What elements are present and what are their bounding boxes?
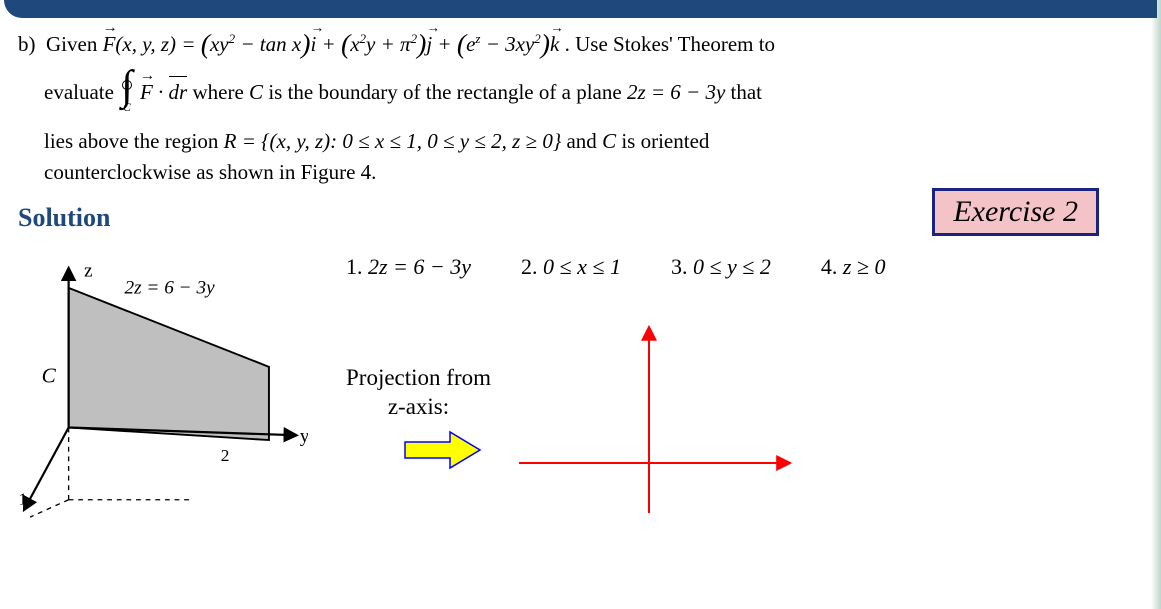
- y-label: y: [300, 426, 308, 447]
- orient-text: is oriented: [616, 129, 709, 153]
- problem-statement: b) Given F(x, y, z) = (xy2 − tan x)i + (…: [18, 24, 1143, 187]
- equals: =: [176, 32, 201, 56]
- solution-body: z y 1 C 2z = 6 − 3y 2 1. 2z = 6 − 3y 2. …: [18, 251, 1143, 523]
- t2a: x: [350, 32, 359, 56]
- t1a: xy: [210, 32, 229, 56]
- y-tick: 2: [221, 446, 230, 465]
- vector-F2: F: [140, 77, 153, 107]
- dot: ·: [153, 80, 169, 104]
- red-axes: [509, 313, 809, 523]
- exercise-badge: Exercise 2: [932, 188, 1099, 236]
- x-tick: 1: [19, 489, 28, 508]
- t2b: y + π: [366, 32, 411, 56]
- t3b: − 3xy: [480, 32, 534, 56]
- t1b: − tan x: [235, 32, 301, 56]
- boundary-text: is the boundary of the rectangle of a pl…: [263, 80, 627, 104]
- plane-eq: 2z = 6 − 3y: [627, 80, 725, 104]
- cond-4: 4. z ≥ 0: [821, 251, 886, 283]
- where-word: where: [192, 80, 249, 104]
- unit-i: i: [310, 29, 316, 59]
- plane-label: 2z = 6 − 3y: [124, 278, 215, 299]
- projection-line2: z-axis:: [346, 393, 491, 422]
- F-args: (x, y, z): [115, 32, 176, 56]
- main-content: b) Given F(x, y, z) = (xy2 − tan x)i + (…: [0, 18, 1161, 523]
- projection-row: Projection from z-axis:: [320, 313, 809, 523]
- stokes-tail: . Use Stokes' Theorem to: [565, 32, 775, 56]
- ccw-text: counterclockwise as shown in Figure 4.: [44, 157, 1143, 187]
- C-sym: C: [249, 80, 263, 104]
- unit-k: k: [550, 29, 559, 59]
- evaluate-word: evaluate: [44, 80, 119, 104]
- part-label: b): [18, 32, 36, 56]
- conditions-column: 1. 2z = 6 − 3y 2. 0 ≤ x ≤ 1 3. 0 ≤ y ≤ 2…: [320, 251, 1143, 523]
- top-header-bar: [4, 0, 1157, 18]
- cond-2: 2. 0 ≤ x ≤ 1: [521, 251, 621, 283]
- vector-F: F: [103, 29, 116, 59]
- unit-j: j: [426, 29, 432, 59]
- closed-integral: ∫ C: [121, 72, 133, 116]
- conditions-list: 1. 2z = 6 − 3y 2. 0 ≤ x ≤ 1 3. 0 ≤ y ≤ 2…: [320, 251, 1161, 283]
- set-text: = {(x, y, z): 0 ≤ x ≤ 1, 0 ≤ y ≤ 2, z ≥ …: [236, 129, 561, 153]
- cond-3: 3. 0 ≤ y ≤ 2: [671, 251, 771, 283]
- t3a: e: [466, 32, 475, 56]
- right-decor-edge: [1151, 0, 1161, 609]
- projection-line1: Projection from: [346, 364, 491, 393]
- z-label: z: [84, 260, 93, 281]
- cond-1: 1. 2z = 6 − 3y: [346, 251, 471, 283]
- R-sym: R: [224, 129, 237, 153]
- that-word: that: [725, 80, 762, 104]
- C-label: C: [42, 363, 57, 387]
- given-word: Given: [46, 32, 103, 56]
- projection-text-block: Projection from z-axis:: [346, 364, 491, 472]
- and-text: and: [561, 129, 602, 153]
- C-sym2: C: [602, 129, 616, 153]
- solution-title: Solution: [18, 199, 111, 237]
- figure-3d: z y 1 C 2z = 6 − 3y 2: [18, 251, 308, 519]
- dr: dr: [169, 77, 188, 107]
- lies-text: lies above the region: [44, 129, 224, 153]
- yellow-arrow: [394, 428, 491, 472]
